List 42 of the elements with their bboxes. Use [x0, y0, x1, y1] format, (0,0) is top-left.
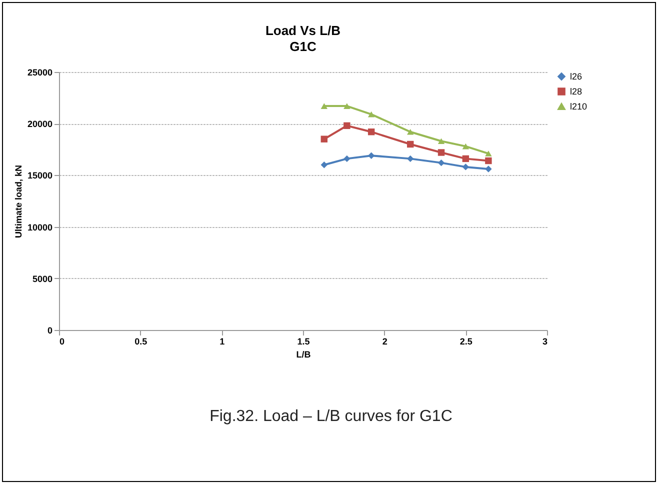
x-tick-label: 1.5: [297, 336, 310, 346]
point: [407, 140, 414, 148]
point: [485, 166, 492, 172]
point: [485, 157, 492, 164]
point: [462, 155, 470, 162]
point: [438, 159, 445, 166]
x-tick-label: 2.5: [460, 336, 472, 346]
point: [462, 143, 470, 150]
point: [485, 150, 492, 156]
y-tick-label: 20000: [27, 119, 52, 130]
legend-label: l28: [570, 86, 582, 96]
caption: Fig.32. Load – L/B curves for G1C: [208, 408, 454, 426]
x-axis-title: L/B: [296, 350, 312, 360]
x-tick-label: 0: [60, 336, 65, 346]
point: [438, 149, 445, 156]
legend-label: l26: [570, 72, 582, 82]
y-tick-label: 0: [47, 326, 52, 336]
point: [320, 136, 328, 142]
point: [368, 128, 375, 136]
y-tick-label: 10000: [27, 222, 52, 232]
x-tick-label: 0.5: [134, 336, 148, 346]
x-tick-label: 2: [382, 336, 388, 346]
point: [438, 138, 445, 144]
x-tick-label: 3: [542, 336, 548, 346]
point: [407, 128, 414, 135]
y-tick-label: 15000: [27, 170, 52, 181]
chart-subtitle: G1C: [290, 39, 317, 54]
y-axis-title: Ultimate load, kN: [13, 164, 24, 238]
y-tick-label: 25000: [27, 68, 52, 78]
point: [344, 155, 350, 162]
x-tick-label: 1: [220, 336, 225, 346]
chart-title: Load Vs L/B: [265, 23, 341, 38]
point: [407, 155, 414, 162]
point: [344, 103, 350, 109]
point: [320, 162, 328, 168]
point: [368, 152, 375, 159]
point: [462, 164, 470, 170]
legend-label: l210: [570, 102, 588, 112]
point: [368, 111, 375, 118]
point: [320, 103, 328, 109]
point: [344, 122, 350, 130]
y-tick-label: 5000: [32, 274, 52, 284]
